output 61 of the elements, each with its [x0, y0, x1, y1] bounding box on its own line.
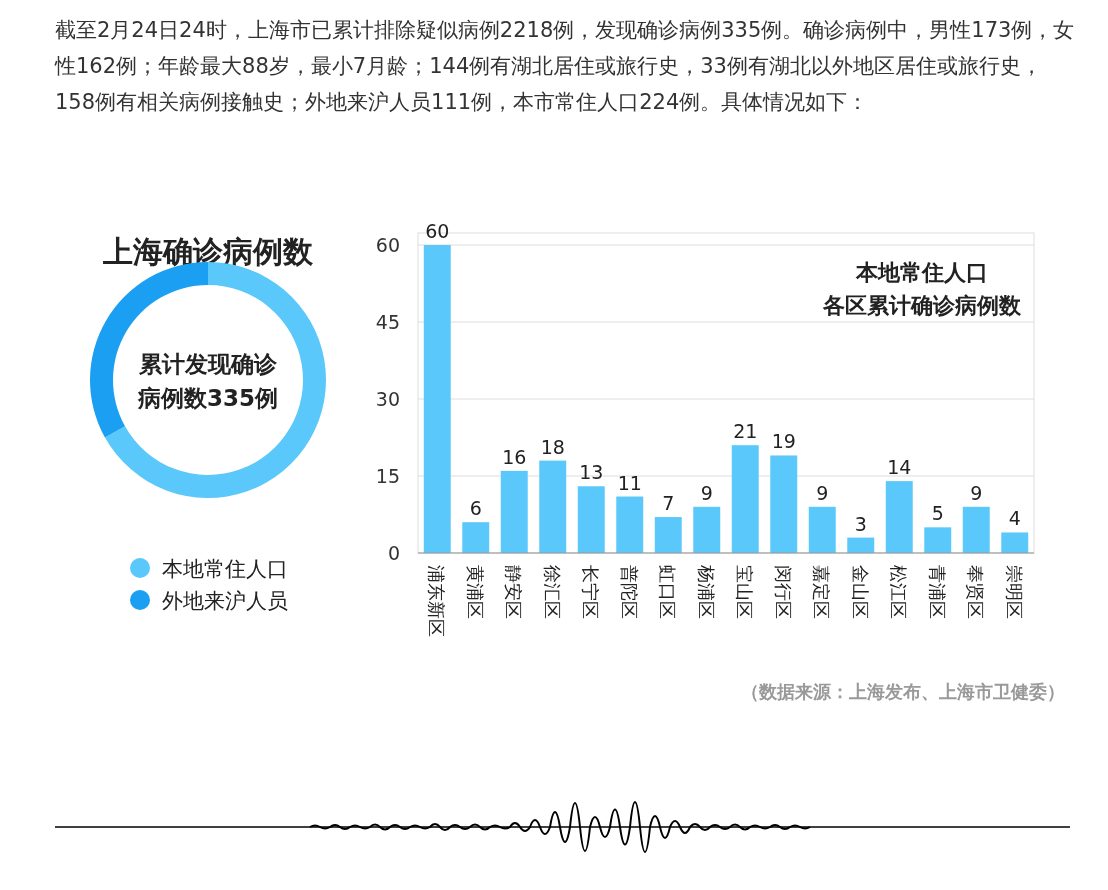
data-label: 13: [579, 461, 604, 484]
text: 累计发现确诊: [138, 351, 278, 377]
x-tick-label: 青浦区: [926, 565, 948, 619]
bar: [462, 522, 490, 553]
x-tick-label: 闵行区: [772, 565, 794, 619]
text: 截至2月24日24时，上海市已累计排除疑似病例2218例，发现确诊病例335例。确诊病例中，男性173例，女性162例；年龄最大88岁，最小7月龄；144例有湖北居住或旅行史，33例有湖北以外地区居住或旅行史，158例有相关病例接触史；外地来沪人员111例，本市常住人口224例。具体情况如下：: [55, 17, 1075, 116]
x-tick-label: 静安区: [503, 565, 525, 619]
bar: [423, 245, 451, 553]
text: 病例数335例: [136, 385, 279, 411]
data-label: 9: [816, 481, 829, 504]
data-label: 19: [771, 430, 796, 453]
legend-label: 本地常住人口: [162, 557, 288, 581]
bar: [693, 506, 721, 553]
data-label: 21: [733, 420, 758, 443]
bar: [1001, 532, 1029, 553]
bar: [885, 481, 913, 553]
bar: [847, 537, 875, 553]
data-label: 14: [887, 456, 912, 479]
data-label: 16: [502, 445, 527, 468]
data-label: 5: [931, 502, 944, 525]
data-label: 11: [617, 471, 642, 494]
bar: [924, 527, 952, 553]
bar: [654, 517, 682, 553]
data-label: 6: [469, 497, 482, 520]
x-tick-label: 虹口区: [657, 565, 679, 619]
data-label: 60: [425, 220, 450, 242]
x-tick-label: 奉贤区: [965, 565, 987, 619]
text: （数据来源：上海发布、上海市卫健委）: [741, 681, 1065, 702]
x-tick-label: 黄浦区: [464, 565, 486, 619]
x-tick-label: 松江区: [888, 565, 910, 619]
legend-label: 外地来沪人员: [162, 589, 288, 613]
x-tick-label: 浦东新区: [426, 565, 448, 637]
y-tick-label: 15: [375, 465, 400, 487]
y-tick-label: 45: [375, 311, 400, 333]
x-tick-label: 长宁区: [580, 565, 602, 619]
bar: [500, 470, 528, 553]
x-tick-label: 杨浦区: [695, 564, 717, 619]
y-tick-label: 30: [375, 388, 400, 410]
x-tick-label: 崇明区: [1003, 565, 1025, 619]
bar: [770, 455, 798, 553]
bar: [539, 460, 567, 553]
data-label: 9: [700, 481, 713, 504]
data-label: 18: [540, 435, 565, 458]
data-label: 3: [854, 512, 867, 535]
y-tick-label: 0: [387, 542, 400, 564]
bar: [962, 506, 990, 553]
x-tick-label: 宝山区: [734, 565, 756, 619]
text: 各区累计确诊病例数: [822, 293, 1022, 318]
text: 本地常住人口: [855, 260, 988, 285]
bar: [616, 496, 644, 553]
bar: [808, 506, 836, 553]
x-tick-label: 普陀区: [618, 565, 640, 619]
bar: [731, 445, 759, 553]
bar: [577, 486, 605, 553]
x-tick-label: 徐汇区: [541, 565, 563, 619]
data-label: 4: [1008, 507, 1021, 530]
x-tick-label: 金山区: [849, 565, 871, 619]
data-label: 9: [970, 481, 983, 504]
data-label: 7: [662, 492, 675, 515]
y-tick-label: 60: [375, 234, 400, 256]
x-tick-label: 嘉定区: [811, 565, 833, 619]
